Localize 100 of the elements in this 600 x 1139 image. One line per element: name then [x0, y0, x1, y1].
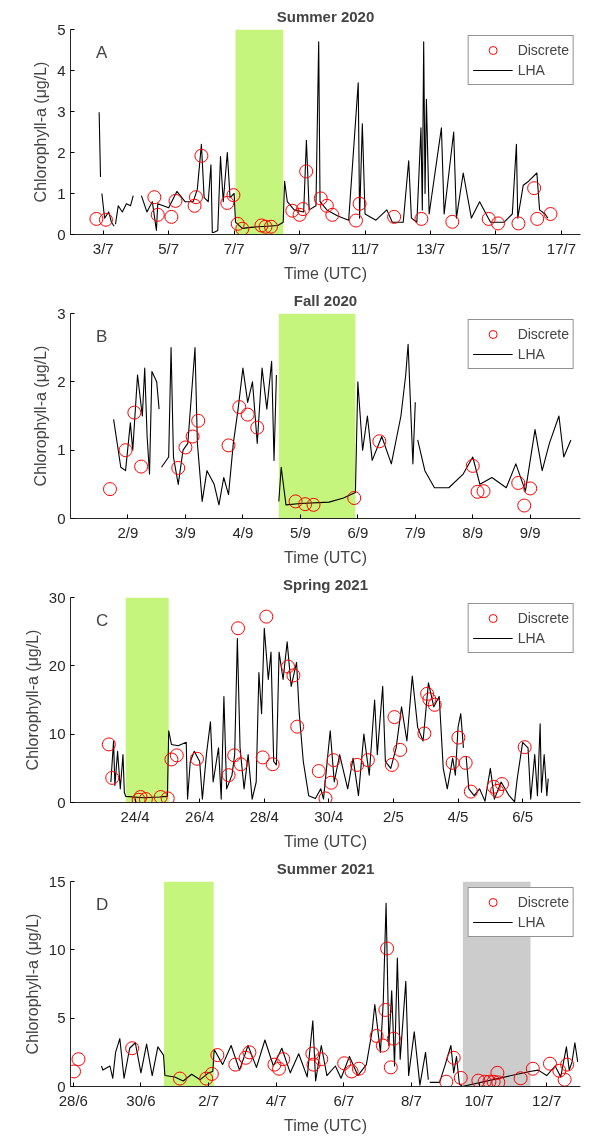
point: [89, 211, 104, 226]
y-tick-label: 3: [57, 304, 66, 322]
y-axis-title: Chlorophyll-a (μg/L): [32, 61, 50, 203]
legend-label: LHA: [517, 914, 545, 930]
point: [445, 755, 460, 770]
point: [290, 719, 305, 734]
point: [231, 621, 246, 636]
point: [427, 697, 442, 712]
x-tick-label: 5/7: [158, 239, 180, 257]
y-axis-title: Chlorophyll-a (μg/L): [23, 913, 41, 1055]
x-tick-label: 7/9: [404, 523, 426, 541]
point: [168, 193, 183, 208]
point: [230, 216, 245, 231]
point: [360, 753, 375, 768]
point: [445, 214, 460, 229]
point: [242, 1045, 257, 1060]
point: [414, 211, 429, 226]
x-tick-label: 4/9: [232, 523, 254, 541]
x-tick-label: 15/7: [481, 239, 511, 257]
point: [490, 1065, 505, 1080]
point: [118, 443, 133, 458]
point: [103, 482, 118, 497]
point: [172, 1071, 187, 1086]
point: [210, 1048, 225, 1063]
point: [350, 757, 365, 772]
point: [465, 458, 480, 473]
legend-label: LHA: [517, 630, 545, 646]
legend-label: LHA: [517, 346, 545, 362]
point: [281, 659, 296, 674]
legend-label: Discrete: [517, 894, 569, 910]
y-tick-label: 4: [57, 61, 66, 79]
x-tick-label: 11/7: [351, 239, 380, 257]
point: [344, 1064, 359, 1079]
point: [491, 1075, 506, 1087]
point: [417, 726, 432, 741]
legend-label: LHA: [517, 62, 545, 78]
point: [138, 792, 153, 803]
x-axis-title: Time (UTC): [284, 264, 367, 282]
chart-title: Summer 2021: [276, 859, 375, 877]
point: [153, 790, 168, 803]
x-tick-label: 9/7: [289, 239, 311, 257]
point: [380, 941, 395, 956]
point: [525, 1061, 540, 1076]
annotation: A: [96, 43, 108, 63]
point: [542, 1056, 557, 1071]
point: [471, 1073, 486, 1087]
y-tick-label: 30: [48, 588, 66, 606]
point: [348, 213, 363, 228]
point: [313, 191, 328, 206]
point: [378, 1002, 393, 1017]
point: [420, 686, 435, 701]
legend-label: Discrete: [517, 610, 569, 626]
x-tick-label: 7/7: [223, 239, 245, 257]
point: [513, 1071, 528, 1086]
point: [296, 202, 310, 217]
point: [286, 668, 301, 683]
y-tick-label: 0: [57, 225, 66, 243]
point: [530, 211, 545, 226]
point: [285, 203, 300, 218]
point: [527, 181, 542, 196]
x-axis-title: Time (UTC): [284, 832, 367, 850]
x-axis-title: Time (UTC): [284, 548, 367, 566]
point: [191, 413, 206, 428]
point: [240, 407, 255, 422]
point: [314, 1052, 329, 1067]
point: [458, 755, 473, 770]
point: [221, 768, 236, 783]
point: [511, 475, 526, 490]
point: [393, 742, 408, 757]
x-tick-label: 4/7: [265, 1091, 287, 1109]
y-tick-label: 3: [57, 102, 66, 120]
point: [258, 219, 273, 234]
x-tick-label: 8/7: [401, 1091, 422, 1109]
point: [387, 710, 402, 725]
legend-label: Discrete: [517, 42, 569, 58]
point: [386, 1031, 401, 1046]
point: [220, 195, 235, 210]
point: [495, 777, 509, 792]
x-tick-label: 17/7: [546, 239, 577, 257]
x-tick-label: 3/9: [175, 523, 196, 541]
y-tick-label: 0: [57, 509, 66, 527]
point: [71, 1052, 86, 1067]
point: [490, 783, 505, 798]
x-tick-label: 3/7: [92, 239, 114, 257]
point: [422, 692, 437, 707]
annotation: C: [96, 611, 109, 631]
point: [517, 498, 532, 513]
point: [306, 497, 321, 512]
point: [347, 491, 362, 505]
point: [446, 1050, 461, 1065]
point: [352, 196, 367, 211]
point: [255, 750, 270, 765]
point: [254, 218, 269, 233]
chart-title: Spring 2021: [282, 575, 369, 593]
y-tick-label: 10: [48, 725, 66, 743]
x-tick-label: 2/5: [383, 807, 404, 825]
point: [482, 1074, 497, 1087]
y-tick-label: 1: [57, 184, 66, 202]
point: [147, 190, 162, 205]
point: [238, 1050, 253, 1065]
